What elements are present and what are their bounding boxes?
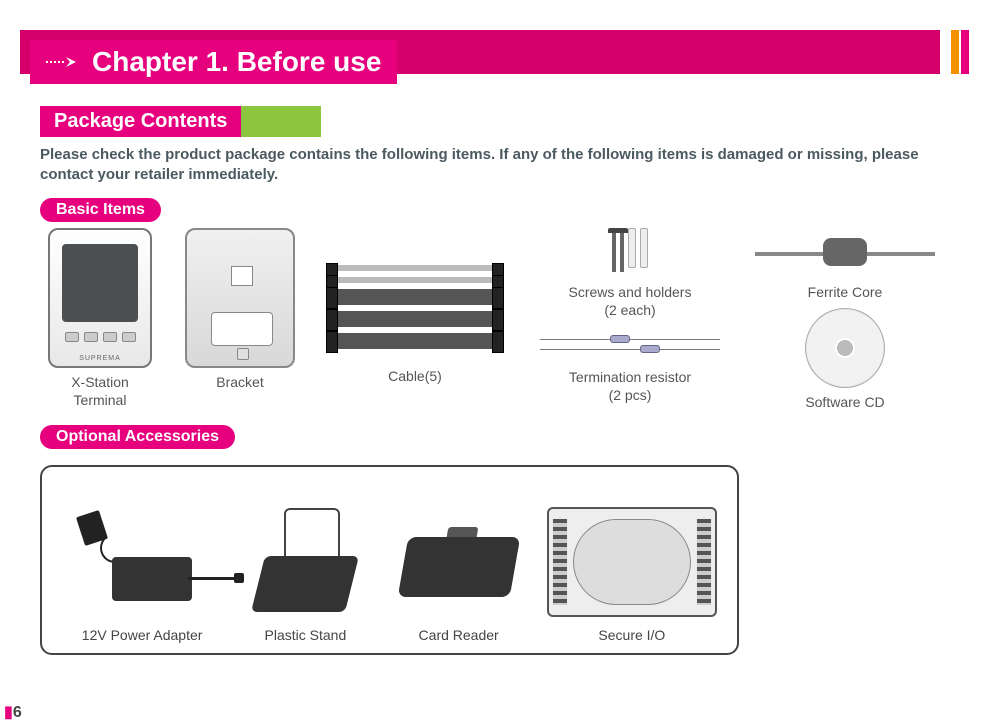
item-ferrite-cd-col: Ferrite Core Software CD <box>750 228 940 411</box>
reader-illustration <box>389 497 529 627</box>
item-ferrite-label: Ferrite Core <box>808 284 883 302</box>
section-title: Package Contents <box>40 106 241 137</box>
section-accent <box>241 106 321 137</box>
optional-pill: Optional Accessories <box>40 425 235 449</box>
basic-items-pill: Basic Items <box>40 198 161 222</box>
side-tab-orange <box>951 30 959 74</box>
page-number-bar-icon: ▮ <box>4 704 13 721</box>
cd-illustration <box>805 308 885 388</box>
item-screws-termres-col: Screws and holders (2 each) Termination … <box>530 228 730 404</box>
stand-illustration <box>240 497 370 627</box>
page-number-value: 6 <box>13 704 22 721</box>
item-secure-io: Secure I/O <box>547 497 717 643</box>
terminal-brand: SUPREMA <box>50 355 150 362</box>
adapter-illustration <box>62 497 222 627</box>
item-adapter: 12V Power Adapter <box>62 497 222 643</box>
cd-icon <box>805 308 885 388</box>
item-termres-label: Termination resistor (2 pcs) <box>569 369 691 404</box>
item-bracket-label: Bracket <box>216 374 263 392</box>
optional-box: 12V Power Adapter Plastic Stand Card Rea… <box>40 465 739 655</box>
basic-items-row: SUPREMA X-Station Terminal Bracket Cable… <box>0 228 989 411</box>
screws-illustration <box>555 228 705 278</box>
section-header: Package Contents <box>40 106 989 137</box>
item-bracket: Bracket <box>180 228 300 392</box>
item-terminal: SUPREMA X-Station Terminal <box>40 228 160 409</box>
termres-illustration <box>540 327 720 363</box>
cable-illustration <box>330 252 500 362</box>
side-tab-magenta <box>961 30 969 74</box>
item-cd-label: Software CD <box>805 394 884 412</box>
item-secure-io-label: Secure I/O <box>598 627 665 643</box>
item-reader: Card Reader <box>389 497 529 643</box>
item-stand-label: Plastic Stand <box>265 627 347 643</box>
chapter-title-box: Chapter 1. Before use <box>30 40 397 84</box>
terminal-illustration: SUPREMA <box>48 228 152 368</box>
item-adapter-label: 12V Power Adapter <box>82 627 203 643</box>
item-screws-label: Screws and holders (2 each) <box>569 284 692 319</box>
item-cable-label: Cable(5) <box>388 368 442 386</box>
section-intro: Please check the product package contain… <box>40 145 949 184</box>
chapter-header: Chapter 1. Before use <box>0 30 969 84</box>
chapter-title: Chapter 1. Before use <box>92 46 381 78</box>
arrow-right-icon <box>46 56 76 68</box>
item-cable: Cable(5) <box>320 252 510 386</box>
item-reader-label: Card Reader <box>419 627 499 643</box>
item-stand: Plastic Stand <box>240 497 370 643</box>
item-terminal-label: X-Station Terminal <box>71 374 129 409</box>
ferrite-illustration <box>755 228 935 278</box>
page-number: ▮6 <box>0 702 22 722</box>
secure-io-illustration <box>547 497 717 627</box>
bracket-illustration <box>185 228 295 368</box>
